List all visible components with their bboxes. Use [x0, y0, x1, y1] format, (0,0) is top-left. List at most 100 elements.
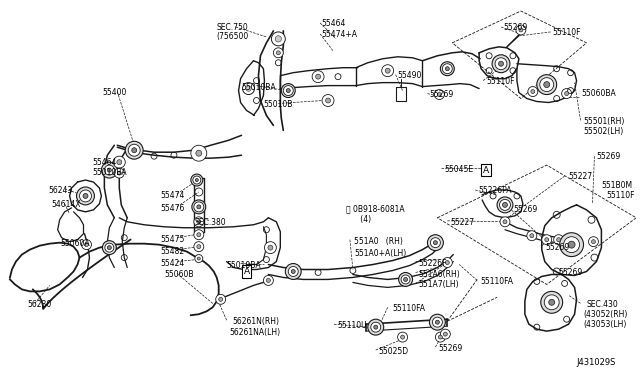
Circle shape	[194, 242, 204, 251]
Circle shape	[101, 162, 117, 178]
Circle shape	[381, 65, 394, 77]
Text: 55226F: 55226F	[419, 259, 447, 267]
Circle shape	[589, 237, 598, 247]
Circle shape	[132, 148, 137, 153]
Text: 55269: 55269	[513, 205, 537, 214]
Circle shape	[117, 160, 122, 165]
Circle shape	[266, 279, 270, 282]
Circle shape	[554, 235, 564, 245]
Text: 55502(LH): 55502(LH)	[584, 127, 624, 137]
Circle shape	[591, 240, 595, 244]
Text: (43053(LH): (43053(LH)	[584, 320, 627, 329]
Circle shape	[128, 144, 140, 156]
Circle shape	[442, 257, 452, 267]
Circle shape	[194, 217, 204, 227]
Circle shape	[540, 78, 554, 92]
Circle shape	[197, 220, 201, 224]
Circle shape	[401, 335, 404, 339]
Text: 55045E: 55045E	[444, 165, 474, 174]
Circle shape	[316, 74, 321, 79]
Text: 55464: 55464	[92, 158, 117, 167]
Circle shape	[216, 294, 226, 304]
Circle shape	[371, 322, 381, 332]
Circle shape	[401, 275, 410, 284]
Circle shape	[497, 197, 513, 213]
Text: 55474: 55474	[160, 191, 184, 200]
Circle shape	[548, 299, 555, 305]
Circle shape	[404, 278, 408, 282]
Text: 55269: 55269	[438, 344, 463, 353]
Circle shape	[322, 94, 334, 106]
Circle shape	[286, 89, 291, 93]
Text: 55010BA: 55010BA	[227, 260, 261, 270]
Circle shape	[541, 291, 563, 313]
Text: 551A7(LH): 551A7(LH)	[419, 280, 459, 289]
Circle shape	[195, 254, 203, 263]
Circle shape	[125, 141, 143, 159]
Circle shape	[435, 90, 444, 100]
Circle shape	[192, 200, 206, 214]
Circle shape	[108, 168, 111, 172]
Circle shape	[312, 71, 324, 83]
Circle shape	[285, 263, 301, 279]
Circle shape	[246, 86, 251, 91]
Circle shape	[77, 187, 95, 205]
Circle shape	[264, 275, 273, 285]
Circle shape	[197, 257, 200, 260]
Text: 55400: 55400	[102, 87, 127, 97]
Circle shape	[440, 62, 454, 76]
Circle shape	[115, 168, 124, 178]
Text: 55110U: 55110U	[337, 321, 367, 330]
Text: 55501(RH): 55501(RH)	[584, 118, 625, 126]
Circle shape	[528, 87, 538, 97]
Text: 55269: 55269	[596, 152, 621, 161]
Text: 56243: 56243	[49, 186, 73, 195]
Text: 55227: 55227	[568, 172, 593, 181]
Circle shape	[84, 243, 88, 247]
Circle shape	[537, 75, 557, 94]
Circle shape	[433, 317, 442, 327]
Circle shape	[264, 242, 276, 254]
Text: 55060BA: 55060BA	[582, 89, 616, 97]
Circle shape	[499, 199, 511, 210]
Circle shape	[444, 332, 447, 336]
Circle shape	[195, 179, 198, 182]
Circle shape	[105, 243, 114, 252]
Text: 55269: 55269	[559, 267, 583, 276]
Text: 55269: 55269	[503, 23, 527, 32]
Circle shape	[288, 266, 298, 276]
Circle shape	[542, 235, 552, 245]
Circle shape	[435, 320, 440, 324]
Circle shape	[117, 171, 121, 175]
Circle shape	[219, 297, 223, 301]
Circle shape	[374, 325, 378, 329]
Circle shape	[108, 246, 111, 250]
Circle shape	[191, 145, 207, 161]
Text: 55010B: 55010B	[264, 100, 293, 109]
Text: 55475: 55475	[160, 235, 184, 244]
Circle shape	[197, 205, 201, 209]
Circle shape	[502, 202, 508, 207]
Circle shape	[243, 83, 255, 94]
Text: (43052(RH): (43052(RH)	[584, 310, 628, 319]
Text: A: A	[243, 267, 250, 276]
Text: 55060B: 55060B	[164, 270, 193, 279]
Circle shape	[445, 67, 449, 71]
Text: 55226PA: 55226PA	[478, 186, 511, 195]
Circle shape	[544, 295, 559, 310]
Circle shape	[559, 233, 584, 257]
Text: SEC.750: SEC.750	[217, 23, 248, 32]
Circle shape	[385, 68, 390, 73]
Circle shape	[197, 245, 201, 248]
Circle shape	[562, 89, 572, 99]
Text: 54614X: 54614X	[52, 200, 81, 209]
Circle shape	[429, 314, 445, 330]
Circle shape	[291, 269, 295, 273]
Circle shape	[435, 332, 445, 342]
Circle shape	[495, 58, 507, 70]
Text: 55025D: 55025D	[379, 347, 409, 356]
Circle shape	[499, 61, 504, 66]
Circle shape	[557, 238, 561, 242]
Text: 55227: 55227	[451, 218, 474, 227]
Text: 56230: 56230	[28, 300, 52, 309]
